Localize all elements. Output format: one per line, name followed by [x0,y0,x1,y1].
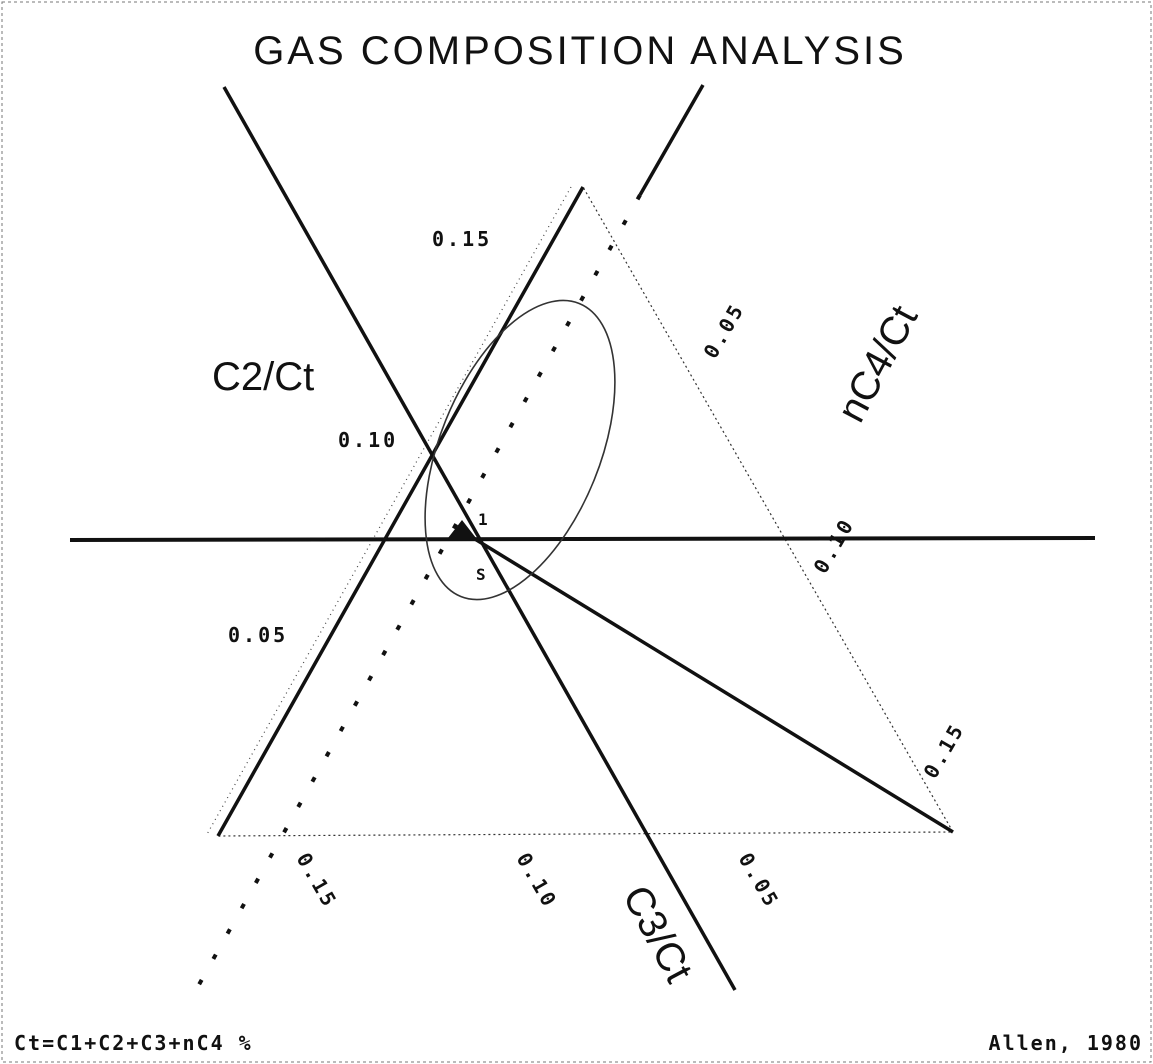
axis-label: C2/Ct [212,355,314,399]
dotted-line [205,186,572,837]
tick-label: 0.15 [432,227,492,251]
footer-credit: Allen, 1980 [989,1031,1143,1055]
marker [448,520,476,538]
line [638,84,705,196]
ellipse [424,299,616,601]
tick-label: 0.10 [338,428,398,452]
point-label: S [476,565,486,584]
tick-label: 0.05 [228,623,288,647]
horizontal-line [69,536,1096,542]
title: GAS COMPOSITION ANALYSIS [253,29,907,73]
line [216,186,585,837]
footer-formula: Ct=C1+C2+C3+nC4 % [14,1031,253,1055]
line [222,86,737,991]
point-label: 1 [478,510,488,529]
triangle [216,185,955,837]
line [469,534,954,834]
dashed-line [194,194,642,991]
